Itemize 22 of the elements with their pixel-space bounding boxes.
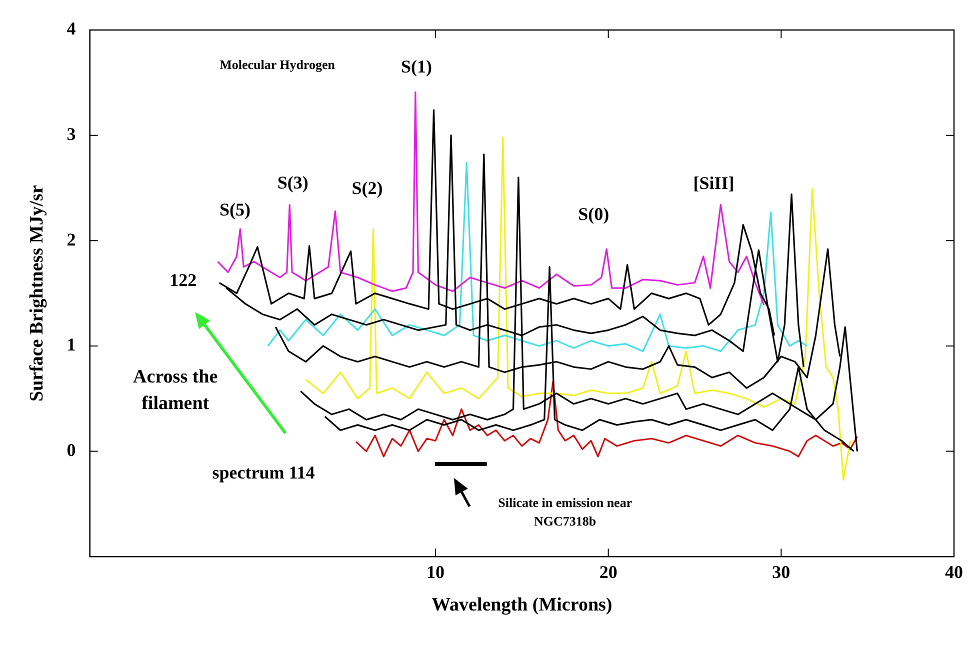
y-tick-label: 2 (66, 229, 76, 250)
annotation: spectrum 114 (212, 462, 315, 483)
y-tick-label: 1 (66, 334, 76, 355)
y-tick-label: 4 (66, 18, 76, 39)
y-tick-label: 0 (66, 440, 76, 460)
annotation: Across the filament (133, 366, 218, 414)
x-tick-label: 10 (426, 562, 444, 582)
annotation: S(1) (400, 56, 432, 77)
y-tick-label: 3 (66, 124, 76, 144)
x-tick-label: 20 (599, 562, 618, 582)
x-tick-label: 30 (772, 562, 790, 582)
annotation: Molecular Hydrogen (220, 57, 336, 72)
annotation: S(0) (578, 204, 610, 224)
annotation: 122 (170, 270, 197, 290)
annotation: Silicate in emission near NGC7318b (498, 495, 632, 528)
annotation: S(3) (277, 172, 308, 192)
x-tick-label: 40 (945, 562, 963, 582)
y-axis-title: Surface Brightness MJy/sr (26, 184, 48, 402)
x-axis-title: Wavelength (Microns) (432, 594, 612, 616)
annotation: [SiII] (693, 172, 734, 193)
annotation: S(2) (352, 178, 383, 198)
annotation: S(5) (219, 199, 250, 220)
